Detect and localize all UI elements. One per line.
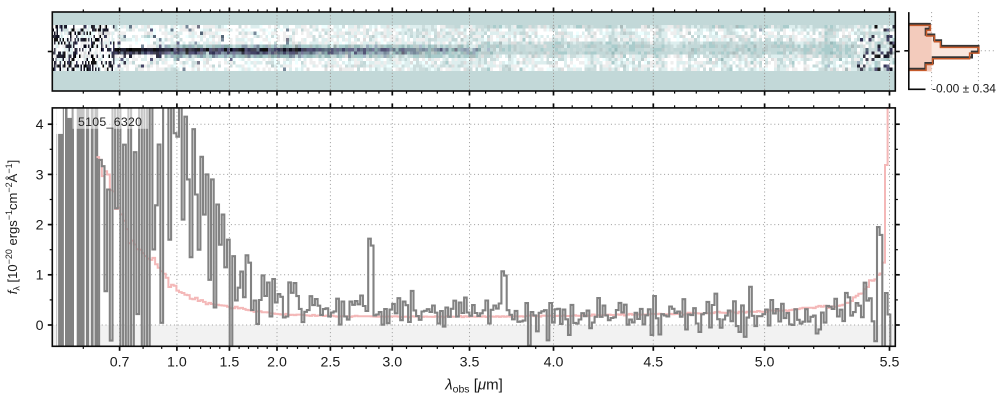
svg-text:2: 2 bbox=[36, 218, 44, 234]
svg-text:fλ [10−20 ergs−1cm−2Å−1]: fλ [10−20 ergs−1cm−2Å−1] bbox=[4, 160, 22, 294]
svg-text:-0.00 ± 0.34: -0.00 ± 0.34 bbox=[932, 82, 996, 96]
svg-text:5.5: 5.5 bbox=[880, 354, 900, 370]
svg-text:5.0: 5.0 bbox=[755, 354, 775, 370]
svg-text:4: 4 bbox=[36, 117, 44, 133]
svg-text:1: 1 bbox=[36, 268, 44, 284]
svg-text:2.0: 2.0 bbox=[267, 354, 287, 370]
svg-text:0: 0 bbox=[36, 318, 44, 334]
svg-text:4.5: 4.5 bbox=[643, 354, 663, 370]
svg-text:0.7: 0.7 bbox=[110, 354, 130, 370]
svg-text:2.5: 2.5 bbox=[321, 354, 341, 370]
svg-text:5105_6320: 5105_6320 bbox=[78, 115, 142, 129]
svg-text:λobs [μm]: λobs [μm] bbox=[444, 377, 503, 396]
svg-text:1.5: 1.5 bbox=[220, 354, 240, 370]
svg-text:3: 3 bbox=[36, 167, 44, 183]
svg-text:3.0: 3.0 bbox=[382, 354, 402, 370]
svg-text:4.0: 4.0 bbox=[544, 354, 564, 370]
svg-text:3.5: 3.5 bbox=[460, 354, 480, 370]
svg-text:1.0: 1.0 bbox=[167, 354, 187, 370]
